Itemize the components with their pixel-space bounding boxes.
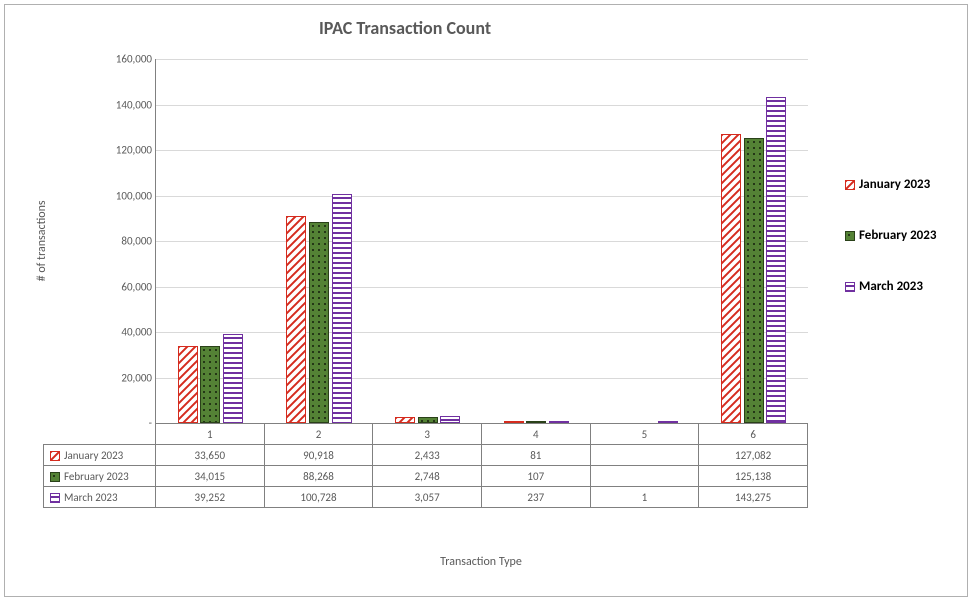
table-cell: 125,138 <box>699 466 808 487</box>
legend-item: January 2023 <box>845 177 936 192</box>
table-row: March 2023 39,252100,7283,0572371143,275 <box>44 487 808 508</box>
y-tick-label: 160,000 <box>116 53 156 66</box>
bar <box>440 416 460 423</box>
legend-swatch <box>845 231 855 241</box>
table-cell: 33,650 <box>156 445 265 466</box>
table-row-label-text: February 2023 <box>64 470 129 483</box>
table-cell: 2,748 <box>373 466 482 487</box>
bar <box>178 346 198 423</box>
gridline <box>156 196 808 197</box>
legend-label: March 2023 <box>859 279 923 294</box>
table-cell: 81 <box>481 445 590 466</box>
chart-title: IPAC Transaction Count <box>5 17 805 39</box>
table-row-swatch <box>50 493 60 503</box>
bar <box>223 334 243 423</box>
gridline <box>156 105 808 106</box>
bar <box>332 194 352 423</box>
table-row-label: January 2023 <box>44 445 156 466</box>
table-corner <box>44 424 156 445</box>
y-tick-label: 20,000 <box>121 371 156 384</box>
table-col-header: 6 <box>699 424 808 445</box>
legend: January 2023 February 2023 March 2023 <box>845 177 936 330</box>
table-col-header: 4 <box>481 424 590 445</box>
bar <box>766 97 786 423</box>
bar <box>309 222 329 423</box>
y-tick-label: 80,000 <box>121 235 156 248</box>
table-row-swatch <box>50 472 60 482</box>
table-row: January 2023 33,65090,9182,43381 127,082 <box>44 445 808 466</box>
table-col-header: 3 <box>373 424 482 445</box>
table-row: February 2023 34,01588,2682,748107 125,138 <box>44 466 808 487</box>
bar <box>286 216 306 423</box>
legend-item: February 2023 <box>845 228 936 243</box>
gridline <box>156 287 808 288</box>
bar <box>200 346 220 423</box>
table-row-label-text: March 2023 <box>64 491 118 504</box>
table-cell: 2,433 <box>373 445 482 466</box>
gridline <box>156 241 808 242</box>
y-axis-title: # of transactions <box>35 101 49 381</box>
bar <box>744 138 764 423</box>
table-cell <box>590 466 699 487</box>
table-col-header: 1 <box>156 424 265 445</box>
legend-label: January 2023 <box>859 177 930 192</box>
table-cell: 88,268 <box>264 466 373 487</box>
legend-label: February 2023 <box>859 228 936 243</box>
legend-swatch <box>845 180 855 190</box>
table-cell: 143,275 <box>699 487 808 508</box>
plot-area: -20,00040,00060,00080,000100,000120,0001… <box>155 59 808 423</box>
bar <box>721 134 741 423</box>
gridline <box>156 378 808 379</box>
gridline <box>156 150 808 151</box>
gridline <box>156 59 808 60</box>
table-row-label: February 2023 <box>44 466 156 487</box>
y-tick-label: 100,000 <box>116 189 156 202</box>
chart-frame: IPAC Transaction Count # of transactions… <box>4 4 968 597</box>
table-cell: 127,082 <box>699 445 808 466</box>
y-tick-label: 140,000 <box>116 98 156 111</box>
legend-swatch <box>845 282 855 292</box>
table-cell: 237 <box>481 487 590 508</box>
table-cell: 39,252 <box>156 487 265 508</box>
table-cell: 34,015 <box>156 466 265 487</box>
table-cell <box>590 445 699 466</box>
table-col-header: 5 <box>590 424 699 445</box>
y-tick-label: 40,000 <box>121 326 156 339</box>
table-cell: 90,918 <box>264 445 373 466</box>
data-table: 123456January 202333,65090,9182,43381127… <box>43 423 808 508</box>
table-row-swatch <box>50 451 60 461</box>
gridline <box>156 332 808 333</box>
legend-item: March 2023 <box>845 279 936 294</box>
table-col-header: 2 <box>264 424 373 445</box>
table-cell: 100,728 <box>264 487 373 508</box>
y-tick-label: 60,000 <box>121 280 156 293</box>
table-cell: 1 <box>590 487 699 508</box>
table-row-label: March 2023 <box>44 487 156 508</box>
y-tick-label: 120,000 <box>116 144 156 157</box>
table-cell: 107 <box>481 466 590 487</box>
x-axis-title: Transaction Type <box>155 555 807 569</box>
table-cell: 3,057 <box>373 487 482 508</box>
table-row-label-text: January 2023 <box>64 449 123 462</box>
